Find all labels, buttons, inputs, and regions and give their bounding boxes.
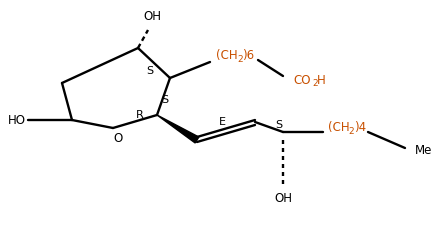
Text: )4: )4 — [354, 121, 366, 135]
Text: R: R — [136, 110, 144, 120]
Text: (CH: (CH — [216, 49, 238, 62]
Text: S: S — [146, 66, 154, 76]
Text: (CH: (CH — [328, 121, 350, 135]
Text: 2: 2 — [237, 55, 243, 64]
Text: OH: OH — [143, 10, 161, 24]
Text: 2: 2 — [312, 79, 318, 89]
Text: )6: )6 — [242, 49, 254, 62]
Text: OH: OH — [274, 192, 292, 205]
Text: H: H — [317, 74, 326, 86]
Text: S: S — [275, 120, 283, 130]
Text: E: E — [218, 117, 226, 127]
Text: O: O — [113, 131, 123, 145]
Text: HO: HO — [8, 114, 26, 126]
Text: Me: Me — [415, 143, 433, 156]
Polygon shape — [157, 115, 199, 143]
Text: 2: 2 — [348, 128, 354, 136]
Text: S: S — [162, 95, 169, 105]
Text: CO: CO — [293, 74, 311, 86]
